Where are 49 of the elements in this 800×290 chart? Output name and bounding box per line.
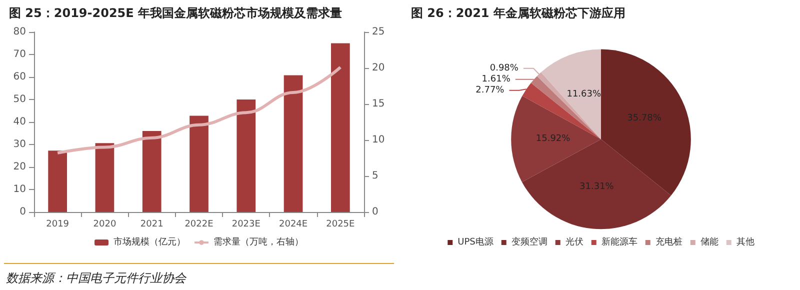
y2-tick-label: 25: [372, 26, 385, 38]
y2-tick-label: 10: [372, 134, 385, 146]
legend-label: UPS电源: [458, 236, 494, 248]
y-tick-label: 50: [13, 94, 26, 105]
bar: [331, 43, 350, 212]
y-tick-label: 10: [13, 184, 26, 195]
bar: [48, 150, 67, 212]
y-tick-label: 40: [13, 116, 26, 128]
data-label: 35.78%: [627, 113, 662, 124]
bar: [236, 100, 256, 212]
legend-label: 新能源车: [601, 236, 638, 248]
bar: [142, 131, 162, 212]
data-label: 11.63%: [566, 89, 602, 100]
data-label: 15.92%: [536, 134, 571, 144]
x-tick-label: 2020: [93, 220, 116, 230]
data-label: 31.31%: [580, 182, 614, 192]
x-tick-label: 2025E: [326, 220, 356, 230]
legend-label: 其他: [736, 236, 754, 248]
legend-label: 储能: [700, 236, 718, 248]
bar: [284, 75, 303, 212]
legend-label: 光伏: [565, 236, 584, 248]
data-label: 0.98%: [490, 63, 519, 74]
data-label: 2.77%: [476, 85, 505, 96]
y2-tick-label: 15: [372, 98, 385, 110]
y-tick-label: 30: [13, 139, 26, 150]
y-tick-label: 80: [13, 26, 26, 38]
x-tick-label: 2019: [46, 220, 70, 230]
chart-title: 图 26：2021 年金属软磁粉芯下游应用: [411, 6, 626, 20]
y-tick-label: 70: [13, 49, 26, 60]
chart-title: 图 25：2019-2025E 年我国金属软磁粉芯市场规模及需求量: [9, 6, 342, 20]
x-tick-label: 2023E: [232, 220, 261, 230]
data-label: 1.61%: [482, 74, 511, 84]
y-tick-label: 20: [13, 162, 26, 172]
y-tick-label: 0: [20, 206, 26, 218]
x-tick-label: 2024E: [278, 220, 308, 230]
y2-tick-label: 20: [372, 62, 385, 74]
source-note: 数据来源：中国电子元件行业协会: [6, 271, 187, 285]
y2-tick-label: 0: [372, 206, 378, 218]
line-series: [56, 66, 342, 154]
y-tick-label: 60: [13, 72, 26, 82]
legend-label: 变频空调: [511, 236, 548, 248]
x-tick-label: 2022E: [184, 220, 214, 230]
legend-label: 充电桩: [655, 236, 682, 248]
legend-label: 市场规模（亿元）: [114, 236, 186, 248]
x-tick-label: 2021: [140, 220, 164, 230]
legend-label: 需求量（万吨，右轴）: [214, 236, 304, 248]
y2-tick-label: 5: [372, 170, 378, 182]
bar: [190, 116, 208, 212]
bar: [95, 143, 114, 212]
